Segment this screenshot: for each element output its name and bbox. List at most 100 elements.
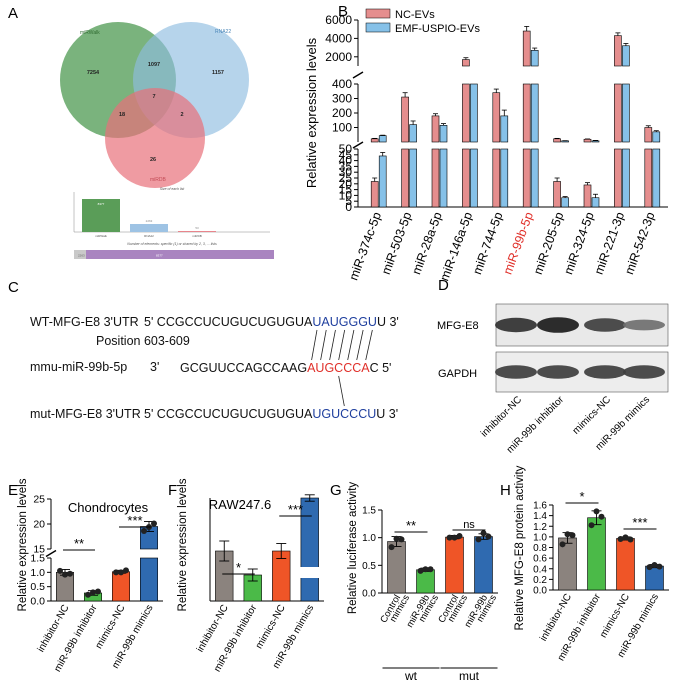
- g-group-label-mut: mut: [459, 669, 480, 683]
- pair-line-bottom: [338, 375, 345, 407]
- e-tick-label-0-0: 0.0: [30, 596, 45, 608]
- g-point-mir-99b-mimics: [417, 567, 424, 574]
- f-ylabel: Relative expression levels: [177, 478, 189, 611]
- e-ylabel: Relative expression levels: [17, 478, 29, 611]
- g-tick-label-1-5: 1.5: [362, 506, 376, 517]
- b-bar-mir-28a-5p-emf-uspio-evs: [439, 148, 448, 208]
- g-point-mir-99b-mimics: [422, 566, 429, 573]
- blot-band-mfg-e8-mimics-nc: [584, 318, 626, 332]
- b-tick-label-200: 200: [332, 106, 352, 120]
- panel-letter-d: D: [438, 277, 449, 294]
- pair-line-top: [311, 329, 318, 361]
- wt-sequence: 5' CCGCCUCUGUCUGUGUAUAUGGGUU 3': [144, 315, 399, 329]
- base-pair-lines: [311, 329, 373, 407]
- g-ylabel: Relative luciferase activity: [347, 482, 359, 615]
- b-bar-mir-374c-5p-nc-evs: [370, 181, 379, 208]
- h-point-inhibitor-nc: [559, 541, 566, 548]
- sequence-alignment: WT-MFG-E8 3'UTR 5' CCGCCUCUGUCUGUGUAUAUG…: [30, 315, 399, 421]
- b-bar-mir-542-3p-emf-uspio-evs: [652, 131, 661, 143]
- e-point-mimics-nc: [113, 569, 119, 576]
- blot-band-mfg-e8-mir-99b-inhibitor: [537, 317, 579, 333]
- b-bar-mir-221-3p-emf-uspio-evs: [622, 148, 630, 208]
- b-bar-mir-28a-5p-emf-uspio-evs: [439, 125, 448, 143]
- mir-seq-seed: AUGCCCA: [307, 361, 370, 375]
- venn-bar-mirdb: [178, 231, 216, 232]
- b-bar-mir-374c-5p-nc-evs: [370, 138, 379, 143]
- venn-set-label-rna22: RNA22: [215, 29, 231, 35]
- blot-band-mfg-e8-inhibitor-nc: [495, 317, 537, 333]
- mir-label: mmu-miR-99b-5p: [30, 360, 127, 374]
- wt-label: WT-MFG-E8 3'UTR: [30, 315, 139, 329]
- e-bar-mimics-nc: [112, 571, 130, 602]
- e-axis-break: [45, 549, 57, 558]
- venn-size-bars: Size of each list 8377 2263 53 miRWalk R…: [73, 187, 274, 259]
- b-bar-mir-99b-5p-nc-evs: [522, 30, 531, 67]
- h-significance-label: ***: [632, 515, 647, 530]
- g-bar-mir-99b-mimics: [474, 536, 493, 594]
- panel-letters: A B C D E F G H: [8, 3, 511, 499]
- b-bar-mir-28a-5p-nc-evs: [431, 148, 440, 208]
- e-bar-lower-mir-99b-mimics: [140, 557, 158, 602]
- blot-band-gapdh-mimics-nc: [584, 365, 626, 379]
- b-legend-swatch-emf-uspio-evs: [365, 22, 391, 33]
- h-tick-label-0-6: 0.6: [533, 554, 547, 565]
- blot-band-gapdh-mir-99b-mimics: [623, 365, 665, 379]
- b-tick-label-15: 15: [339, 183, 353, 197]
- g-point-control-mimics: [388, 544, 395, 551]
- panel-letter-f: F: [168, 482, 177, 499]
- h-significance-label: *: [579, 489, 584, 504]
- f-bar-mir-99b-mimics: [300, 497, 319, 602]
- b-bar-mir-205-5p-nc-evs: [553, 138, 561, 143]
- g-point-control-mimics: [398, 536, 405, 543]
- e-title: Chondrocytes: [68, 500, 149, 515]
- b-category-label-mir-99b-5p: miR-99b-5p: [501, 210, 537, 276]
- h-point-mir-99b-inhibitor: [593, 508, 600, 515]
- venn-count-rna22-mirdb: 2: [180, 112, 183, 118]
- chart-h: 0.00.20.40.60.81.01.21.41.6inhibitor-NCm…: [514, 465, 669, 663]
- venn-bar-value-mirdb: 53: [195, 226, 199, 230]
- blot-band-gapdh-mir-99b-inhibitor: [537, 365, 579, 379]
- position-label: Position 603-609: [96, 334, 190, 348]
- b-tick-label-0: 0: [345, 200, 352, 214]
- h-tick-label-0-0: 0.0: [533, 586, 547, 597]
- f-title: RAW247.6: [209, 497, 271, 512]
- pair-line-top: [338, 329, 346, 361]
- mir-end-label: 3': [150, 360, 159, 374]
- wt-seq-site: UAUGGGU: [312, 315, 377, 329]
- e-significance-label: **: [74, 536, 84, 551]
- blot-lane-label-inhibitor-nc: inhibitor-NC: [479, 394, 524, 439]
- h-point-inhibitor-nc: [569, 532, 576, 539]
- b-bar-mir-28a-5p-nc-evs: [431, 115, 440, 143]
- h-bar-mimics-nc: [616, 538, 635, 591]
- h-tick-label-1-2: 1.2: [533, 522, 547, 533]
- venn-bars-title: Size of each list: [160, 187, 186, 191]
- mut-seq-site: UGUCCCU: [312, 407, 376, 421]
- b-bar-mir-503-5p-nc-evs: [401, 96, 409, 143]
- b-bar-mir-324-5p-nc-evs: [583, 184, 592, 208]
- g-point-mir-99b-mimics: [427, 566, 434, 573]
- e-point-mir-99b-mimics: [151, 520, 157, 527]
- e-tick-label-1-0: 1.0: [30, 567, 45, 579]
- b-category-label-mir-503-5p: miR-503-5p: [379, 210, 415, 276]
- h-ylabel: Relative MFG-E8 protein activity: [514, 465, 526, 630]
- venn-count-mirwalk-mirdb: 18: [119, 112, 125, 118]
- b-bar-mir-744-5p-emf-uspio-evs: [500, 148, 509, 208]
- g-point-mir-99b-mimics: [480, 530, 487, 537]
- h-tick-label-1-0: 1.0: [533, 532, 547, 543]
- panel-letter-c: C: [8, 279, 19, 296]
- b-bar-mir-221-3p-nc-evs: [614, 83, 622, 143]
- e-point-mimics-nc: [118, 569, 124, 576]
- e-point-inhibitor-nc: [62, 571, 68, 578]
- panel-letter-h: H: [500, 482, 511, 499]
- g-tick-label-0-5: 0.5: [362, 561, 376, 572]
- e-point-mir-99b-inhibitor: [95, 588, 101, 595]
- b-bar-mir-542-3p-emf-uspio-evs: [652, 148, 661, 208]
- g-bar-control-mimics: [445, 536, 464, 594]
- b-tick-label-300: 300: [332, 92, 352, 106]
- b-bar-mir-744-5p-emf-uspio-evs: [500, 115, 509, 143]
- blot-lane-label-mimics-nc: mimics-NC: [571, 394, 613, 436]
- blot-row-label-gapdh: GAPDH: [438, 368, 477, 380]
- b-category-label-mir-542-3p: miR-542-3p: [622, 210, 658, 276]
